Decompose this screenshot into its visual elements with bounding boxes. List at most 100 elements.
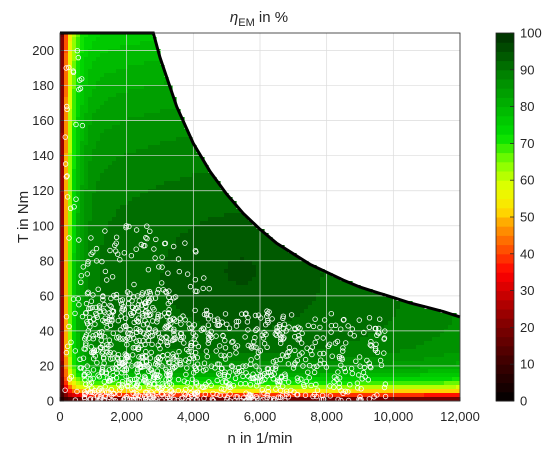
heat-cell — [68, 273, 73, 278]
operating-point — [317, 324, 323, 331]
heat-cell — [72, 153, 77, 158]
heat-cell — [72, 213, 77, 218]
operating-point — [285, 361, 292, 367]
operating-point — [360, 369, 367, 376]
operating-point — [245, 327, 251, 333]
heat-cell — [112, 125, 185, 130]
heat-cell — [76, 149, 81, 154]
heat-cell — [76, 353, 81, 358]
operating-point — [320, 396, 327, 401]
heat-cell — [72, 257, 77, 262]
heat-cell — [60, 369, 65, 374]
heat-cell — [64, 145, 69, 150]
heat-cell — [64, 129, 69, 134]
operating-point — [211, 317, 218, 323]
operating-point — [238, 367, 245, 374]
operating-point — [264, 308, 270, 314]
heat-cell — [72, 321, 77, 326]
heat-cell — [60, 113, 65, 118]
heat-cell — [76, 141, 81, 146]
operating-point — [154, 368, 161, 374]
heat-cell — [72, 109, 77, 114]
operating-point — [123, 366, 129, 372]
operating-point — [67, 205, 74, 211]
operating-point — [123, 323, 129, 329]
heat-cell — [88, 345, 97, 350]
colorbar-segment — [496, 42, 514, 52]
heat-cell — [244, 257, 301, 262]
operating-point — [129, 304, 136, 310]
operating-point — [148, 398, 155, 401]
colorbar-segment — [496, 115, 514, 126]
operating-point — [245, 342, 251, 349]
operating-point — [151, 246, 157, 252]
heat-cell — [64, 217, 69, 222]
colorbar-tick-label: 60 — [520, 173, 534, 188]
heat-cell — [72, 149, 77, 154]
heat-cell — [76, 245, 81, 250]
heat-cell — [60, 209, 65, 214]
colorbar-segment — [496, 272, 514, 282]
heat-cell — [64, 121, 69, 126]
heat-cell — [60, 93, 65, 98]
heat-cell — [84, 305, 89, 310]
operating-point — [318, 357, 324, 363]
heat-cell — [72, 85, 77, 90]
heat-cell — [96, 37, 157, 42]
heat-cell — [88, 321, 109, 326]
operating-point — [155, 311, 161, 318]
operating-point — [168, 320, 174, 326]
operating-point — [359, 376, 365, 382]
heat-cell — [84, 325, 89, 330]
heat-cell — [76, 357, 81, 362]
heat-cell — [172, 301, 313, 306]
heat-cell — [84, 181, 89, 186]
heat-cell — [60, 185, 65, 190]
operating-point — [154, 389, 160, 395]
heat-cell — [80, 53, 89, 58]
heat-cell — [84, 117, 93, 122]
operating-point — [133, 246, 139, 252]
operating-point — [142, 395, 149, 401]
heat-cell — [72, 209, 77, 214]
operating-point — [255, 349, 262, 355]
colorbar-tick-label: 80 — [520, 99, 534, 114]
operating-point — [124, 383, 131, 390]
heat-cell — [64, 225, 69, 230]
heat-cell — [68, 169, 73, 174]
operating-point — [193, 249, 199, 255]
heat-cell — [128, 385, 361, 390]
operating-point — [139, 359, 146, 366]
heat-cell — [176, 237, 273, 242]
operating-point — [99, 367, 106, 373]
operating-point — [127, 326, 133, 333]
operating-point — [215, 318, 221, 324]
operating-point — [242, 334, 248, 340]
operating-point — [88, 344, 94, 350]
heat-cell — [72, 325, 77, 330]
operating-point — [188, 390, 194, 396]
operating-point — [110, 355, 116, 362]
operating-point — [381, 350, 387, 356]
operating-point — [157, 356, 163, 362]
operating-point — [203, 366, 209, 373]
operating-point — [203, 348, 210, 354]
heat-cell — [80, 181, 85, 186]
heat-cell — [180, 233, 269, 238]
operating-point — [328, 311, 334, 317]
operating-point — [261, 340, 268, 347]
heat-cell — [60, 241, 65, 246]
heat-cell — [252, 277, 321, 282]
operating-point — [191, 336, 197, 342]
operating-point — [146, 362, 152, 368]
heat-cell — [64, 241, 69, 246]
heat-cell — [80, 125, 85, 130]
heat-cell — [76, 157, 81, 162]
heat-cell — [80, 397, 460, 401]
y-tick-label: 180 — [32, 78, 54, 93]
heat-cell — [60, 97, 65, 102]
heat-cell — [76, 65, 81, 70]
operating-point — [296, 333, 302, 339]
operating-point — [325, 343, 331, 349]
